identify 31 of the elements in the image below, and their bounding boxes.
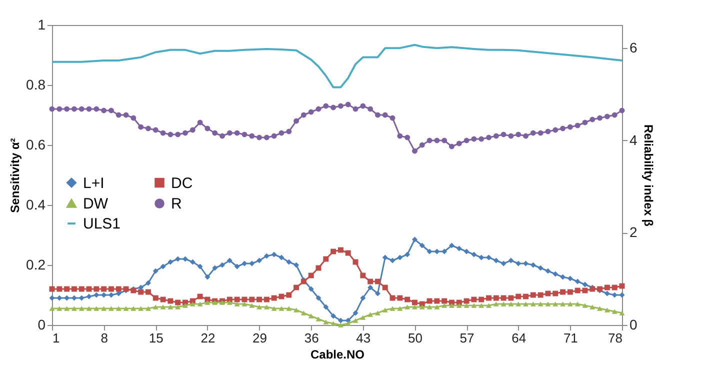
y-tick-label: 0.4 bbox=[26, 196, 46, 212]
x-tick-label: 78 bbox=[608, 330, 622, 346]
y2-tick-label: 2 bbox=[630, 224, 638, 240]
x-tick-label: 15 bbox=[148, 330, 164, 346]
x-tick-label: 36 bbox=[304, 330, 319, 346]
legend-label: R bbox=[171, 196, 182, 212]
y-tick-label: 0.2 bbox=[26, 256, 46, 272]
x-tick-label: 43 bbox=[356, 330, 371, 346]
x-tick-label: 57 bbox=[460, 330, 474, 346]
y2-axis-title: Reliability index β bbox=[641, 124, 656, 227]
y2-tick-label: 0 bbox=[630, 316, 638, 332]
y2-tick-label: 6 bbox=[630, 40, 638, 56]
x-axis-title: Cable.NO bbox=[310, 348, 365, 362]
line-series bbox=[51, 44, 623, 88]
x-tick-label: 22 bbox=[200, 330, 216, 346]
x-tick-label: 1 bbox=[52, 330, 60, 346]
x-tick-label: 71 bbox=[563, 330, 578, 346]
y-tick-label: 1 bbox=[38, 16, 46, 32]
x-tick-label: 50 bbox=[408, 330, 422, 346]
x-tick-label: 8 bbox=[100, 330, 108, 346]
y2-tick-label: 4 bbox=[630, 132, 638, 148]
x-tick-label: 64 bbox=[512, 330, 526, 346]
legend-label: L+I bbox=[83, 174, 104, 192]
y-tick-label: 0.8 bbox=[26, 76, 46, 92]
legend-label: DC bbox=[171, 174, 193, 192]
y-tick-label: 0.6 bbox=[26, 136, 46, 152]
x-tick-label: 29 bbox=[252, 330, 268, 346]
legend-label: DW bbox=[83, 196, 109, 212]
y-axis-title: Sensitivity α² bbox=[8, 138, 22, 213]
legend-label: ULS1 bbox=[83, 216, 121, 232]
y-tick-label: 0 bbox=[38, 316, 46, 332]
